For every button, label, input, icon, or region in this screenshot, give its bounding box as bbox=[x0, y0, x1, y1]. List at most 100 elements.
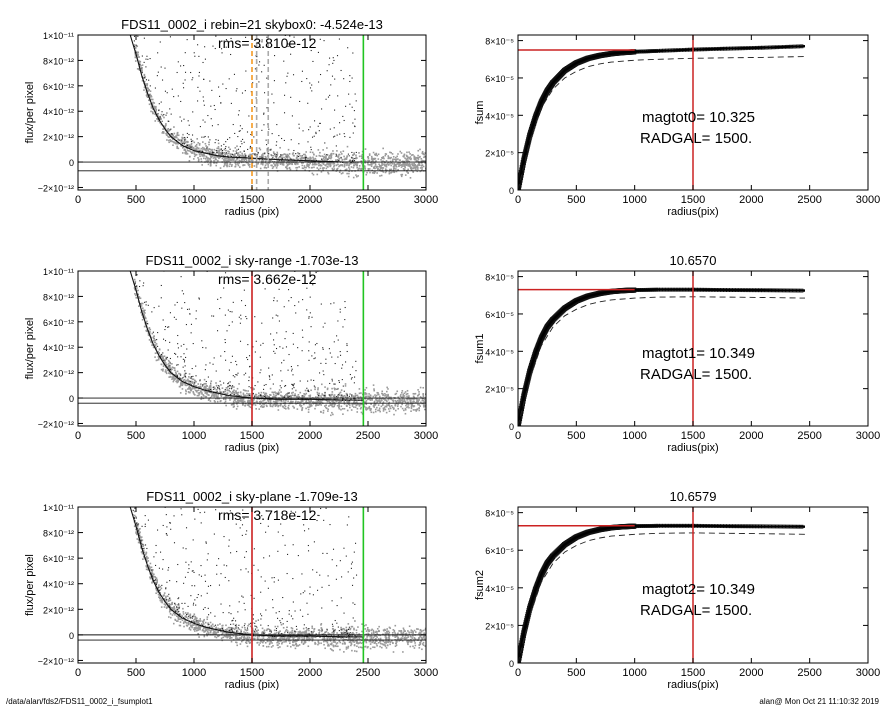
point bbox=[164, 362, 166, 364]
point bbox=[231, 163, 233, 166]
point bbox=[219, 153, 222, 156]
point bbox=[215, 395, 217, 397]
point bbox=[417, 158, 420, 160]
point bbox=[402, 395, 405, 398]
point bbox=[182, 147, 184, 149]
point bbox=[263, 399, 266, 401]
y-tick-label: −2×10⁻¹² bbox=[38, 419, 74, 429]
point bbox=[197, 142, 200, 144]
point bbox=[337, 163, 339, 166]
point bbox=[158, 109, 160, 111]
point bbox=[336, 55, 339, 57]
point bbox=[313, 358, 315, 360]
point bbox=[272, 393, 275, 396]
point bbox=[135, 296, 138, 299]
point bbox=[200, 398, 202, 400]
point bbox=[162, 357, 164, 359]
point bbox=[185, 324, 187, 326]
point bbox=[182, 358, 184, 360]
point bbox=[308, 129, 310, 131]
point bbox=[281, 380, 283, 382]
point bbox=[358, 167, 361, 170]
point bbox=[170, 113, 172, 115]
point bbox=[382, 408, 385, 411]
point bbox=[255, 159, 258, 162]
point bbox=[403, 392, 406, 395]
point bbox=[235, 373, 237, 376]
point bbox=[163, 363, 165, 366]
point bbox=[254, 316, 256, 318]
point bbox=[185, 384, 187, 387]
point bbox=[302, 162, 304, 164]
point bbox=[309, 126, 311, 128]
point bbox=[213, 387, 216, 389]
point bbox=[348, 404, 351, 406]
point bbox=[403, 155, 405, 158]
point bbox=[188, 386, 190, 389]
point bbox=[281, 397, 284, 400]
point bbox=[268, 396, 270, 398]
point bbox=[340, 400, 342, 403]
point bbox=[306, 163, 309, 165]
point bbox=[215, 382, 217, 384]
point bbox=[258, 81, 260, 83]
point bbox=[354, 118, 356, 120]
point bbox=[232, 385, 234, 387]
point bbox=[203, 387, 205, 389]
point bbox=[319, 155, 322, 157]
point bbox=[320, 404, 323, 406]
dashed-curve bbox=[518, 296, 806, 426]
point bbox=[315, 397, 318, 400]
point bbox=[148, 327, 150, 330]
point bbox=[146, 87, 149, 89]
point bbox=[207, 136, 209, 138]
point bbox=[355, 164, 358, 167]
point bbox=[259, 372, 261, 374]
point bbox=[354, 163, 357, 166]
point bbox=[291, 383, 293, 385]
point bbox=[368, 395, 370, 398]
point bbox=[143, 89, 145, 91]
point bbox=[201, 150, 203, 153]
point bbox=[277, 405, 279, 408]
point bbox=[329, 382, 331, 385]
point bbox=[307, 411, 310, 413]
point bbox=[261, 406, 264, 408]
point bbox=[385, 395, 388, 398]
point bbox=[171, 88, 173, 90]
point bbox=[212, 386, 214, 388]
point bbox=[218, 152, 220, 155]
point bbox=[410, 158, 412, 161]
point bbox=[284, 153, 287, 156]
point bbox=[331, 378, 333, 380]
point bbox=[337, 160, 339, 162]
point bbox=[325, 407, 328, 410]
point bbox=[418, 163, 420, 165]
point bbox=[410, 166, 413, 169]
point bbox=[368, 159, 371, 162]
point bbox=[154, 87, 156, 89]
point bbox=[208, 386, 211, 389]
point bbox=[335, 164, 338, 167]
point bbox=[214, 47, 216, 50]
point bbox=[352, 366, 354, 368]
point bbox=[315, 131, 317, 133]
point bbox=[253, 396, 256, 399]
point bbox=[210, 380, 213, 382]
point bbox=[319, 38, 321, 40]
point bbox=[144, 309, 146, 311]
point bbox=[372, 157, 375, 160]
point bbox=[292, 384, 294, 386]
point bbox=[262, 160, 264, 162]
point bbox=[188, 159, 191, 162]
point bbox=[406, 403, 408, 406]
point bbox=[248, 405, 251, 408]
point bbox=[377, 404, 380, 406]
point bbox=[169, 370, 172, 372]
point bbox=[139, 60, 142, 63]
point bbox=[238, 130, 240, 132]
point bbox=[398, 165, 400, 168]
point bbox=[348, 172, 350, 175]
point bbox=[273, 344, 275, 346]
point bbox=[239, 130, 241, 132]
